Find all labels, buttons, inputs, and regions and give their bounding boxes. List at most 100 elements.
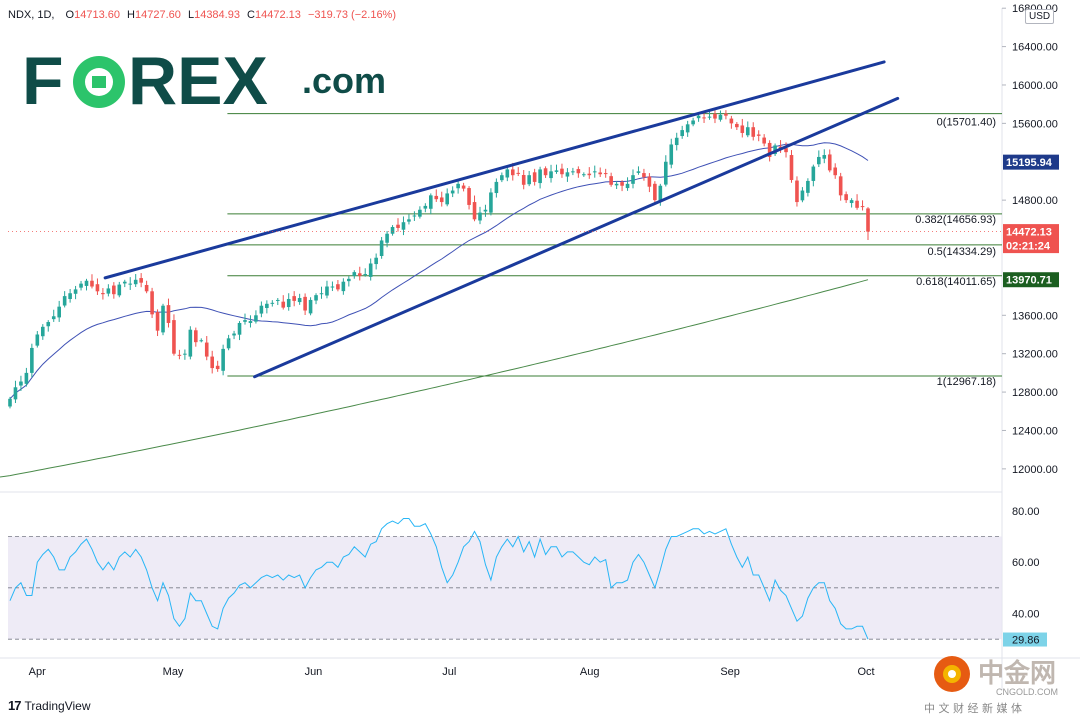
- candle-body: [379, 240, 384, 256]
- symbol-label: NDX, 1D,: [8, 9, 55, 21]
- candle-body: [647, 176, 652, 187]
- rsi-value-label: 29.86: [1012, 635, 1040, 647]
- candle-body: [352, 272, 357, 276]
- candle-body: [13, 387, 18, 400]
- currency-button[interactable]: USD: [1025, 9, 1055, 24]
- candle-body: [505, 169, 510, 178]
- candle-body: [855, 200, 859, 208]
- candle-body: [117, 284, 122, 296]
- candle-body: [330, 286, 335, 288]
- candle-body: [538, 169, 542, 184]
- candle-body: [516, 172, 521, 174]
- candle-body: [95, 284, 100, 292]
- candle-body: [467, 188, 471, 205]
- candle-body: [773, 145, 777, 155]
- cngold-domain: CNGOLD.COM: [996, 687, 1058, 697]
- candle-body: [396, 224, 400, 228]
- candle-body: [795, 180, 799, 203]
- candle-body: [51, 316, 56, 320]
- candle-body: [576, 169, 581, 174]
- price-tick-label: 13200.00: [1012, 349, 1058, 361]
- price-axis-label-box: [1003, 154, 1059, 170]
- fib-level-label: 0.382(14656.93): [915, 214, 996, 226]
- candle-body: [270, 302, 275, 304]
- axes: 16400.00 16000.00 15600.00 14800.00 13600.00…: [8, 3, 1059, 678]
- candle-body: [565, 172, 570, 177]
- price-axis-label-box: [1003, 224, 1059, 240]
- candle-body: [680, 130, 684, 137]
- candle-body: [368, 263, 373, 277]
- candle-body: [297, 298, 302, 303]
- candle-body: [57, 306, 61, 318]
- candle-body: [237, 322, 242, 335]
- candle-body: [663, 161, 668, 185]
- tradingview-label: TradingView: [24, 698, 91, 713]
- candle-body: [527, 175, 531, 185]
- candle-body: [204, 342, 209, 357]
- candle-body: [226, 338, 231, 349]
- cngold-watermark: 中金网 CNGOLD.COM 中 文 财 经 新 媒 体: [924, 656, 1058, 715]
- candle-body: [286, 298, 291, 308]
- channel-trendline: [253, 96, 900, 379]
- candle-body: [729, 118, 734, 124]
- candle-body: [434, 195, 439, 200]
- candle-body: [450, 190, 455, 194]
- price-axis-label: 13970.71: [1006, 275, 1052, 287]
- candle-body: [445, 193, 449, 205]
- rsi-tick-label: 60.00: [1012, 557, 1040, 569]
- fib-level-label: 0(15701.40): [937, 117, 996, 129]
- candle-body: [232, 333, 236, 336]
- candle-body: [461, 185, 466, 189]
- candle-body: [571, 171, 575, 173]
- candle-body: [489, 192, 493, 213]
- low-label: L: [187, 9, 195, 21]
- candle-body: [423, 205, 428, 209]
- candle-body: [582, 174, 586, 176]
- candle-body: [101, 293, 105, 295]
- candle-body: [325, 286, 329, 296]
- fib-level-label: 0.5(14334.29): [928, 246, 997, 258]
- candle-body: [144, 284, 149, 292]
- candle-body: [308, 299, 313, 314]
- candle-body: [106, 288, 111, 294]
- open-value: 14713.60: [74, 9, 120, 21]
- price-axis-label-box: [1003, 238, 1059, 254]
- candle-body: [762, 137, 766, 144]
- candle-body: [281, 301, 286, 308]
- price-axis-label-box: [1003, 272, 1059, 288]
- candle-body: [767, 142, 772, 157]
- candle-body: [401, 222, 406, 230]
- symbol-header: NDX, 1D, O14713.60 H14727.60 L14384.93 C…: [8, 9, 396, 21]
- candle-body: [254, 315, 258, 322]
- close-label: C: [247, 9, 255, 21]
- rsi-panel: 80.00 60.00 40.00 29.86: [8, 506, 1047, 647]
- candle-body: [833, 167, 838, 176]
- candle-body: [751, 127, 756, 137]
- channel-trendline: [103, 60, 886, 280]
- candle-body: [84, 280, 89, 286]
- candle-body: [844, 194, 848, 201]
- time-tick-label: Apr: [29, 666, 46, 678]
- candle-body: [510, 169, 515, 176]
- candle-body: [30, 347, 34, 373]
- forex-logo: F REX .com: [22, 48, 386, 114]
- candle-body: [609, 176, 613, 185]
- candle-body: [68, 293, 72, 299]
- candle-body: [390, 227, 395, 234]
- candle-body: [183, 353, 187, 355]
- candle-body: [560, 168, 564, 175]
- price-tick-label: 12400.00: [1012, 425, 1058, 437]
- logo-rex-text: REX: [128, 48, 268, 114]
- candle-body: [90, 280, 94, 287]
- candle-body: [472, 202, 477, 220]
- candle-body: [691, 120, 695, 125]
- candle-body: [172, 320, 176, 354]
- price-tick-label: 12000.00: [1012, 464, 1058, 476]
- candle-body: [275, 299, 280, 301]
- candle-body: [838, 176, 843, 196]
- cngold-icon: [934, 656, 970, 692]
- rsi-value-box: [1003, 632, 1047, 647]
- candle-body: [549, 171, 553, 179]
- candle-body: [8, 398, 12, 407]
